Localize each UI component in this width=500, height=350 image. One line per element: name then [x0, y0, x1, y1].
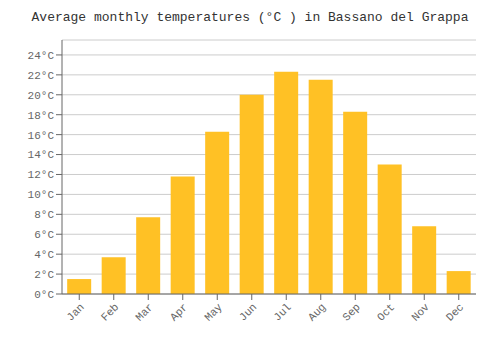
- svg-text:Sep: Sep: [340, 301, 362, 323]
- svg-text:Dec: Dec: [444, 301, 466, 323]
- svg-text:14°C: 14°C: [28, 149, 55, 161]
- svg-text:Mar: Mar: [133, 301, 155, 323]
- svg-text:Feb: Feb: [99, 301, 121, 323]
- svg-text:0°C: 0°C: [34, 289, 54, 301]
- svg-text:24°C: 24°C: [28, 50, 55, 62]
- svg-text:20°C: 20°C: [28, 90, 55, 102]
- html-text:Average monthly temperatures (: Average monthly temperatures (°C ) in Ba…: [31, 10, 469, 25]
- svg-text:2°C: 2°C: [34, 269, 54, 281]
- svg-text:6°C: 6°C: [34, 229, 54, 241]
- svg-text:May: May: [202, 301, 225, 324]
- svg-text:Nov: Nov: [409, 301, 432, 324]
- svg-text:10°C: 10°C: [28, 189, 55, 201]
- svg-text:Jun: Jun: [237, 301, 259, 323]
- svg-text:22°C: 22°C: [28, 70, 55, 82]
- svg-text:16°C: 16°C: [28, 130, 55, 142]
- svg-text:Aug: Aug: [306, 301, 328, 323]
- svg-text:18°C: 18°C: [28, 110, 55, 122]
- svg-text:4°C: 4°C: [34, 249, 54, 261]
- svg-text:Jul: Jul: [271, 301, 293, 323]
- svg-text:Oct: Oct: [375, 301, 397, 323]
- svg-text:Jan: Jan: [64, 301, 86, 323]
- svg-text:8°C: 8°C: [34, 209, 54, 221]
- svg-text:12°C: 12°C: [28, 169, 55, 181]
- svg-text:Apr: Apr: [168, 301, 190, 323]
